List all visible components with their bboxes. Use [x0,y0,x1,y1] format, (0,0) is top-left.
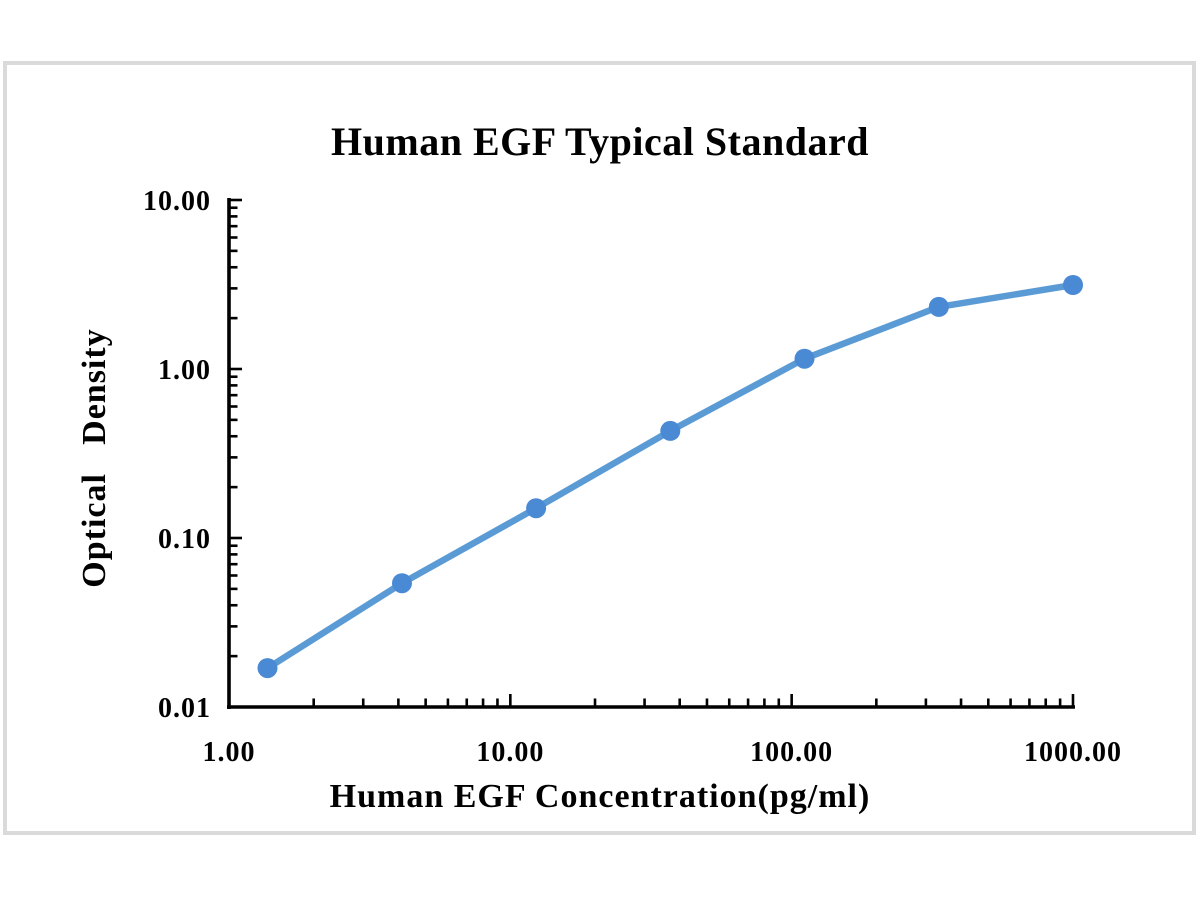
series-line [264,281,1077,672]
x-tick-label: 1000.00 [1024,737,1122,768]
x-tick-label: 1.00 [203,737,256,768]
y-tick-label: 10.00 [143,186,211,217]
y-tick-label: 1.00 [158,355,211,386]
x-tick-label: 100.00 [750,737,833,768]
data-point-marker [257,658,278,679]
y-tick-label: 0.01 [158,693,211,724]
y-tick-label: 0.10 [158,524,211,555]
data-point-marker [1063,275,1083,295]
x-tick-label: 10.00 [476,737,544,768]
data-point-marker [928,296,949,317]
data-point-marker [526,498,547,519]
chart-title: Human EGF Typical Standard [331,119,869,164]
data-point-marker [660,420,681,441]
x-axis-title: Human EGF Concentration(pg/ml) [329,778,871,815]
data-point-marker [794,348,815,369]
data-point-marker [392,573,412,594]
